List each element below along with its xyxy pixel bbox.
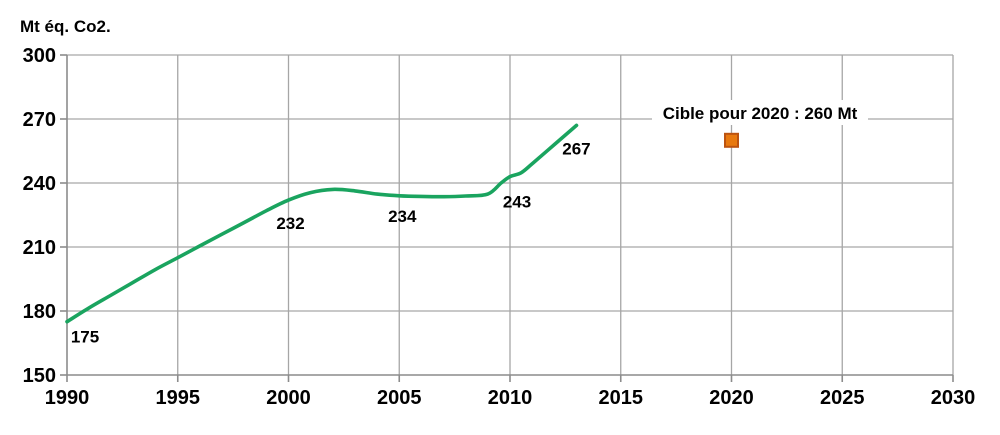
y-tick-label: 240 [23,173,56,195]
target-label: Cible pour 2020 : 260 Mt [663,104,858,123]
x-tick-label: 1995 [156,387,201,409]
data-label: 175 [71,328,99,347]
x-tick-label: 2010 [488,387,533,409]
x-tick-label: 2015 [599,387,644,409]
data-label: 234 [388,207,417,226]
x-tick-label: 2000 [266,387,311,409]
y-tick-label: 270 [23,109,56,131]
target-marker [724,132,739,148]
emissions-curve [65,123,579,324]
data-label: 267 [562,139,590,158]
x-tick-label: 2005 [377,387,422,409]
y-tick-label: 210 [23,237,56,259]
data-label: 232 [276,214,304,233]
x-tick-label: 2030 [931,387,976,409]
tick-labels: 150 180 210 240 270 300 1990 1995 2000 2005 2010 20… [23,45,976,409]
y-tick-label: 300 [23,45,56,67]
data-label: 243 [503,193,531,212]
x-tick-label: 1990 [45,387,90,409]
y-axis-title: Mt éq. Co2. [20,17,111,36]
x-tick-label: 2025 [820,387,865,409]
y-tick-label: 180 [23,301,56,323]
target-label-bg [652,100,868,125]
x-tick-label: 2020 [709,387,754,409]
target-annotation: Cible pour 2020 : 260 Mt [652,100,868,148]
y-tick-label: 150 [23,365,56,387]
data-labels: 175 232 234 243 267 [71,139,591,346]
